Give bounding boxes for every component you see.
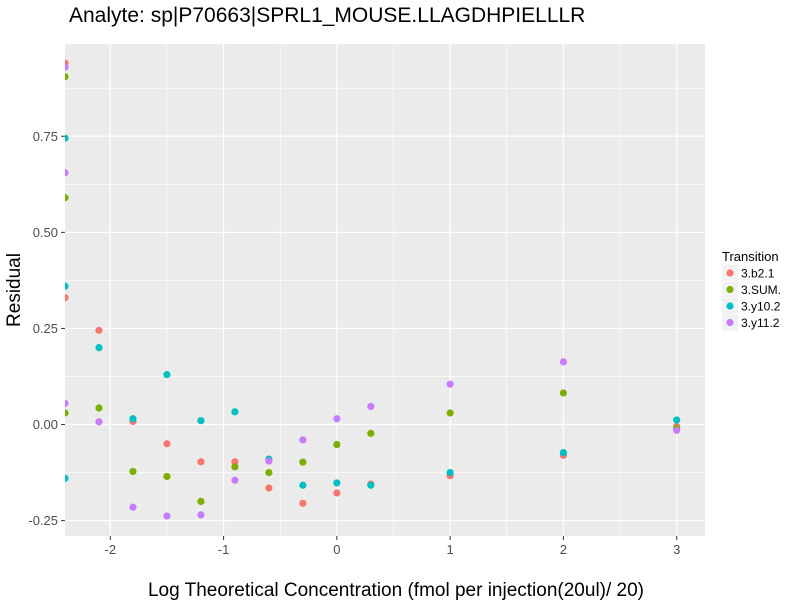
x-tick-label: 2 bbox=[560, 542, 567, 557]
data-point bbox=[333, 489, 341, 497]
data-point bbox=[333, 440, 341, 449]
data-point bbox=[65, 194, 69, 202]
y-tick-label: 0.25 bbox=[33, 321, 58, 336]
x-tick-label: 1 bbox=[447, 542, 454, 557]
y-axis-title: Residual bbox=[4, 253, 25, 327]
data-point bbox=[265, 484, 273, 492]
minor-gridlines bbox=[65, 44, 705, 536]
data-point bbox=[65, 63, 69, 71]
y-tick-label: 0.50 bbox=[33, 225, 58, 240]
data-point bbox=[446, 409, 454, 417]
data-point bbox=[65, 282, 69, 290]
data-point bbox=[197, 511, 205, 519]
data-point bbox=[673, 426, 681, 434]
legend-marker bbox=[726, 318, 734, 327]
data-point bbox=[95, 418, 103, 426]
data-point bbox=[333, 415, 341, 423]
data-point bbox=[367, 402, 375, 411]
data-point bbox=[163, 370, 171, 379]
data-point bbox=[65, 73, 69, 81]
data-point bbox=[231, 408, 239, 416]
x-axis-title: Log Theoretical Concentration (fmol per … bbox=[148, 580, 644, 600]
legend-marker bbox=[726, 269, 734, 277]
data-point bbox=[129, 503, 137, 511]
data-point bbox=[65, 399, 69, 407]
data-point bbox=[163, 512, 171, 520]
data-point bbox=[65, 169, 69, 177]
x-tick-label: 3 bbox=[673, 542, 680, 557]
data-point bbox=[673, 416, 681, 424]
data-point bbox=[197, 497, 205, 506]
data-point bbox=[129, 415, 137, 423]
legend-label: 3.y10.2 bbox=[741, 300, 781, 314]
y-tick-label: 0.00 bbox=[33, 417, 58, 432]
x-axis: -2 -1 0 1 2 3 bbox=[105, 536, 680, 557]
legend-title: Transition bbox=[722, 249, 779, 264]
y-axis: -0.25 0.00 0.25 0.50 0.75 bbox=[28, 129, 65, 528]
data-point bbox=[299, 458, 307, 466]
data-point bbox=[367, 481, 375, 489]
data-point bbox=[95, 404, 103, 412]
data-point bbox=[559, 448, 568, 457]
y-tick-label: -0.25 bbox=[28, 513, 58, 528]
data-points bbox=[65, 59, 681, 520]
data-point bbox=[197, 417, 205, 425]
legend-marker bbox=[726, 302, 734, 310]
data-point bbox=[299, 499, 307, 507]
data-point bbox=[265, 457, 273, 465]
chart-title: Analyte: sp|P70663|SPRL1_MOUSE.LLAGDHPIE… bbox=[69, 4, 585, 27]
data-point bbox=[231, 476, 239, 484]
data-point bbox=[95, 344, 103, 352]
y-tick-label: 0.75 bbox=[33, 129, 58, 144]
data-point bbox=[65, 134, 69, 142]
data-point bbox=[163, 472, 171, 481]
data-point bbox=[231, 458, 239, 466]
data-point bbox=[163, 440, 171, 448]
data-point bbox=[265, 468, 273, 477]
data-point bbox=[65, 294, 69, 302]
x-tick-label: -2 bbox=[105, 542, 117, 557]
data-point bbox=[446, 380, 454, 388]
legend-label: 3.SUM. bbox=[741, 283, 781, 297]
legend-marker bbox=[726, 285, 734, 294]
data-point bbox=[65, 474, 69, 482]
data-point bbox=[299, 481, 307, 489]
data-point bbox=[333, 479, 341, 487]
x-tick-label: -1 bbox=[218, 542, 230, 557]
data-point bbox=[197, 458, 205, 466]
data-point bbox=[559, 358, 568, 366]
plot-panel bbox=[65, 44, 705, 536]
major-gridlines bbox=[65, 44, 705, 536]
legend-label: 3.b2.1 bbox=[741, 267, 775, 281]
data-point bbox=[299, 436, 307, 444]
x-tick-label: 0 bbox=[333, 542, 340, 557]
legend-label: 3.y11.2 bbox=[741, 316, 780, 330]
data-point bbox=[446, 468, 454, 477]
data-point bbox=[231, 463, 239, 471]
data-point bbox=[95, 326, 103, 334]
legend: Transition 3.b2.1 3.SUM. 3.y10.2 3.y11.2 bbox=[722, 249, 781, 331]
data-point bbox=[367, 429, 375, 437]
data-point bbox=[65, 409, 69, 417]
data-point bbox=[559, 389, 568, 397]
data-point bbox=[129, 467, 137, 476]
